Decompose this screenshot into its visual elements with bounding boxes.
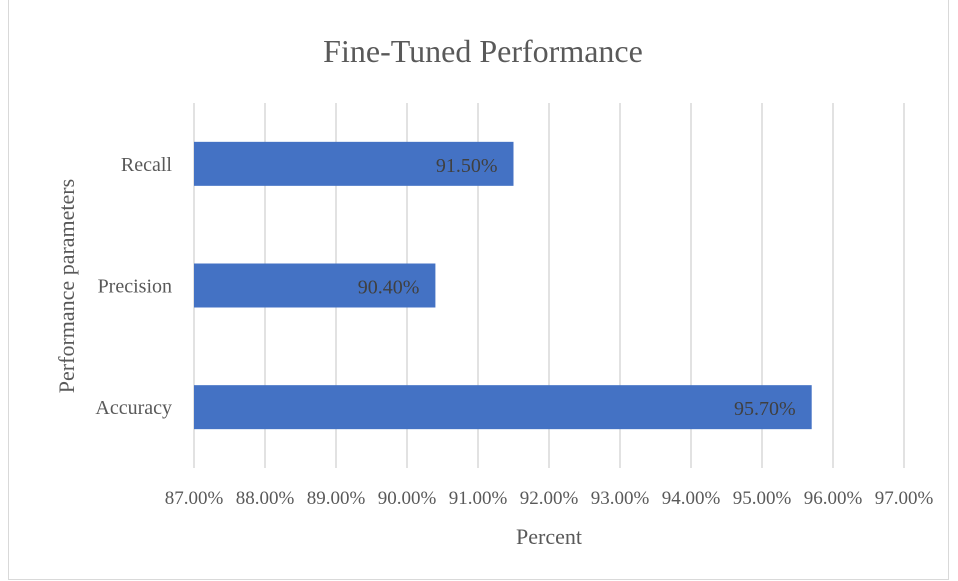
x-tick-label: 88.00% xyxy=(236,488,295,509)
x-tick-label: 95.00% xyxy=(733,488,792,509)
x-tick-label: 93.00% xyxy=(591,488,650,509)
data-label-accuracy: 95.70% xyxy=(734,398,796,420)
bars xyxy=(194,141,812,430)
data-label-precision: 90.40% xyxy=(358,277,420,299)
x-tick-label: 89.00% xyxy=(307,488,366,509)
category-label-precision: Precision xyxy=(98,276,172,298)
x-tick-label: 94.00% xyxy=(662,488,721,509)
x-axis-title: Percent xyxy=(516,524,582,549)
category-labels: Recall Precision Accuracy xyxy=(95,154,172,419)
y-axis-title: Performance parameters xyxy=(54,179,79,393)
x-tick-label: 92.00% xyxy=(520,488,579,509)
data-label-recall: 91.50% xyxy=(436,155,498,177)
x-tick-label: 87.00% xyxy=(165,488,224,509)
x-tick-labels: 87.00% 88.00% 89.00% 90.00% 91.00% 92.00% 93.0… xyxy=(165,488,934,509)
chart-title: Fine-Tuned Performance xyxy=(323,33,643,69)
x-tick-label: 90.00% xyxy=(378,488,437,509)
category-label-accuracy: Accuracy xyxy=(95,397,172,419)
data-labels: 91.50% 90.40% 95.70% xyxy=(358,155,796,420)
x-tick-label: 97.00% xyxy=(875,488,934,509)
bar-accuracy xyxy=(194,385,812,430)
bar-recall xyxy=(194,141,514,186)
x-tick-label: 96.00% xyxy=(804,488,863,509)
x-tick-label: 91.00% xyxy=(449,488,508,509)
bar-precision xyxy=(194,263,436,308)
category-label-recall: Recall xyxy=(121,154,173,176)
